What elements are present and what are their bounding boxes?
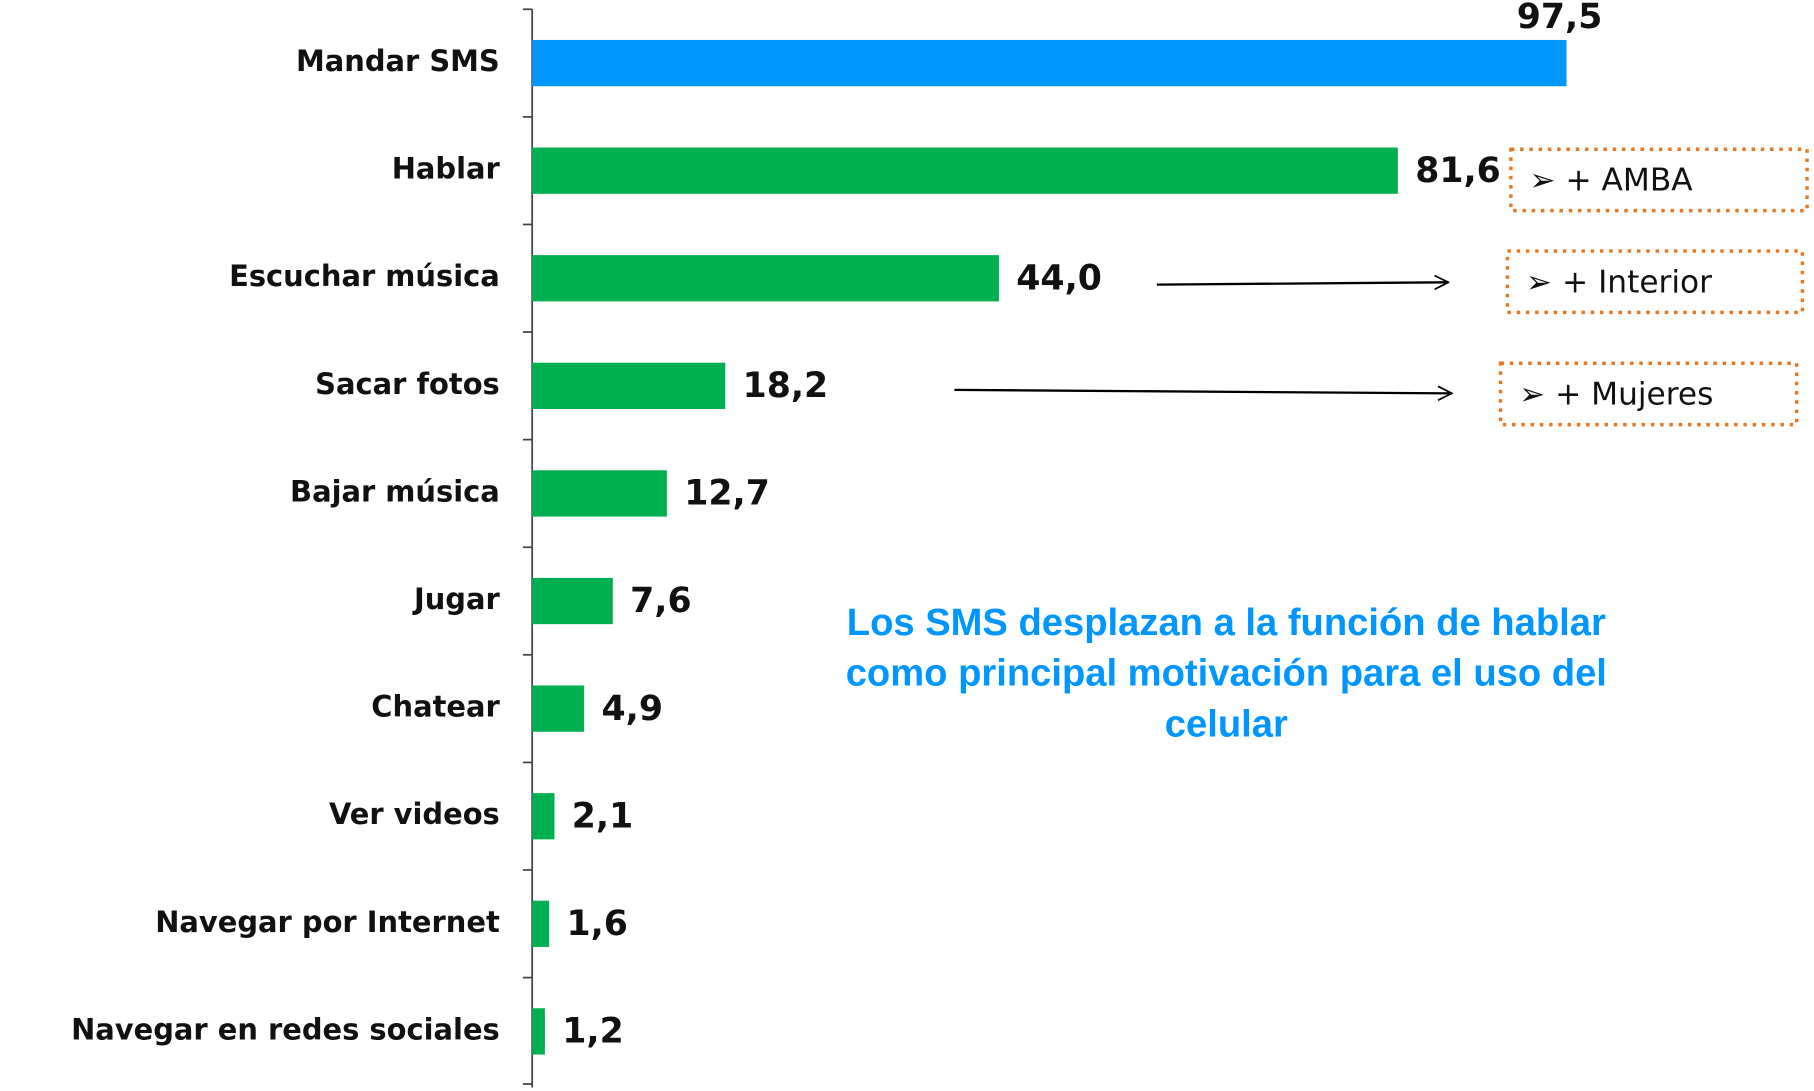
- bar: [532, 577, 613, 625]
- category-label: Mandar SMS: [296, 44, 500, 78]
- bar: [532, 793, 555, 840]
- category-label: Navegar en redes sociales: [71, 1012, 500, 1046]
- callout: ➢ + Interior: [1526, 264, 1712, 300]
- bar: [532, 362, 726, 409]
- callout: ➢ + Mujeres: [1519, 377, 1713, 413]
- category-label: Escuchar música: [229, 259, 500, 293]
- callout-box: [1509, 147, 1809, 213]
- callout: ➢ + AMBA: [1529, 163, 1693, 199]
- category-label: Bajar música: [290, 474, 500, 508]
- annotation: Los SMS desplazan a la función de hablar: [847, 601, 1606, 644]
- bar: [532, 39, 1567, 87]
- bar: [532, 255, 999, 302]
- category-label: Jugar: [412, 582, 501, 616]
- callout-box: [1498, 361, 1799, 427]
- bar: [532, 685, 585, 732]
- category-label: Ver videos: [329, 797, 500, 831]
- value-label: 97,5: [1517, 0, 1603, 37]
- arrow: [954, 390, 1451, 393]
- arrow: [1156, 282, 1449, 284]
- value-label: 12,7: [684, 474, 770, 514]
- category-label: Navegar por Internet: [155, 905, 500, 939]
- value-label: 1,2: [562, 1012, 623, 1052]
- bar: [532, 470, 667, 517]
- value-label: 4,9: [602, 689, 663, 729]
- value-label: 1,6: [566, 904, 627, 944]
- category-label: Chatear: [371, 690, 500, 724]
- callout-box: [1505, 249, 1805, 315]
- bar: [532, 900, 550, 947]
- category-label: Hablar: [392, 152, 501, 186]
- value-label: 2,1: [572, 796, 633, 836]
- value-label: 7,6: [630, 581, 691, 621]
- value-label: 81,6: [1415, 151, 1501, 191]
- annotation: como principal motivación para el uso de…: [846, 652, 1607, 695]
- value-label: 18,2: [743, 366, 829, 406]
- category-label: Sacar fotos: [315, 367, 500, 401]
- bar: [532, 147, 1398, 194]
- value-label: 44,0: [1016, 258, 1102, 298]
- bar: [532, 1008, 545, 1055]
- annotation: celular: [1165, 703, 1288, 746]
